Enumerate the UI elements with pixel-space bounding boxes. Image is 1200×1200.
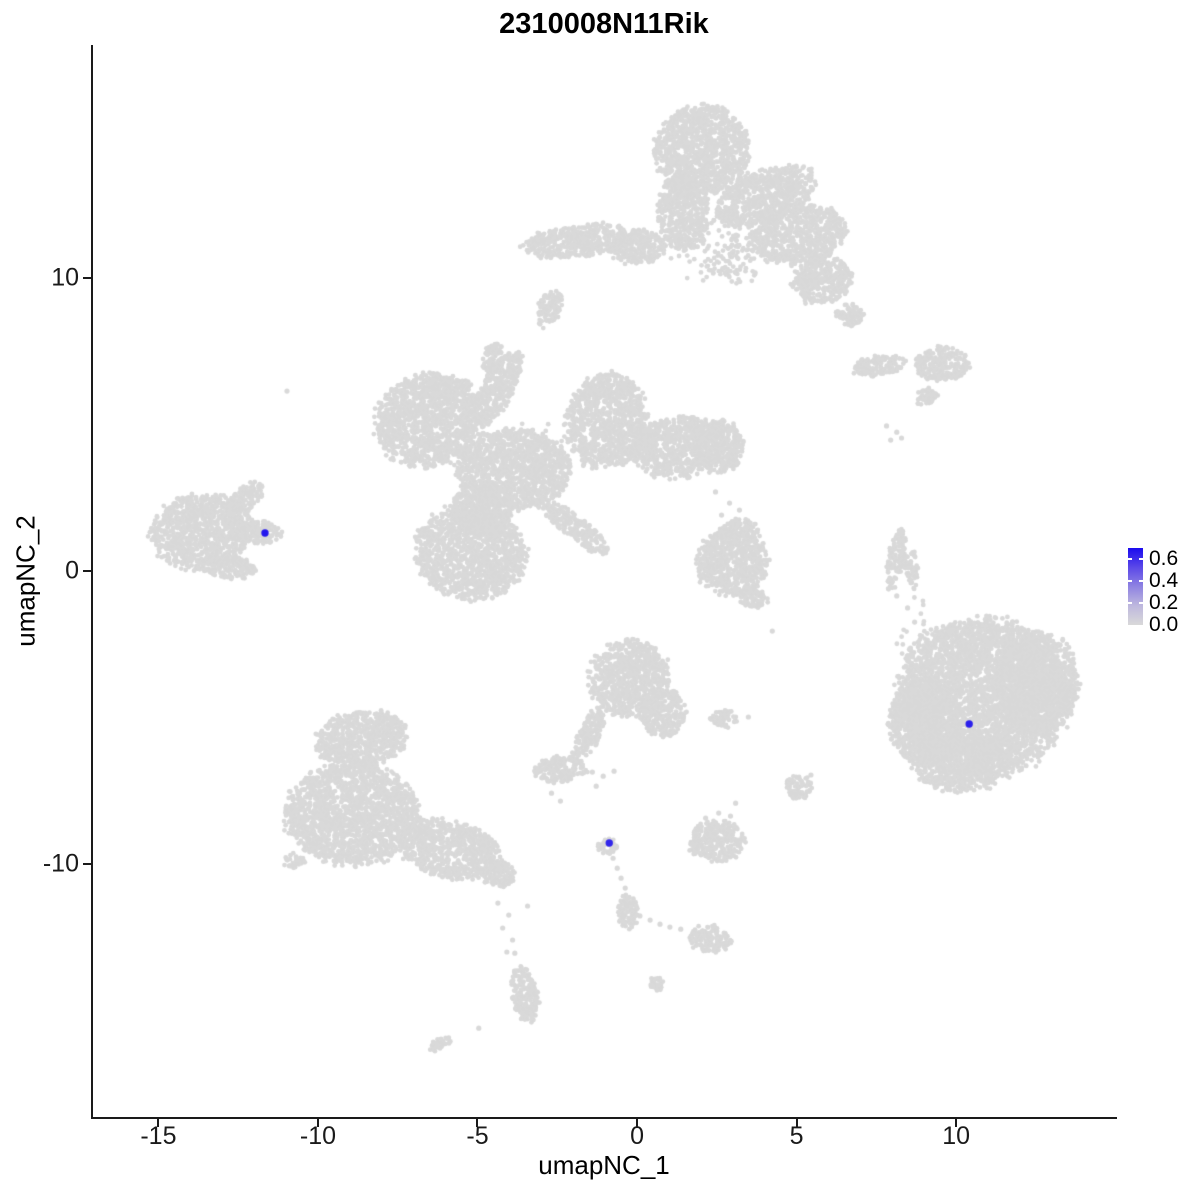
y-tick-mark bbox=[83, 570, 91, 573]
colorbar-gradient bbox=[1128, 548, 1143, 625]
x-tick-mark bbox=[157, 1119, 160, 1127]
y-tick-label: 0 bbox=[65, 556, 79, 585]
x-tick-label: -5 bbox=[466, 1122, 489, 1150]
y-axis-title: umapNC_2 bbox=[10, 515, 41, 647]
colorbar-label: 0.4 bbox=[1149, 569, 1179, 592]
x-tick-label: 10 bbox=[942, 1122, 970, 1150]
x-tick-label: 5 bbox=[789, 1122, 804, 1150]
y-tick-mark bbox=[83, 276, 91, 279]
colorbar-label: 0.0 bbox=[1149, 613, 1179, 636]
y-tick-label: 10 bbox=[51, 263, 79, 292]
colorbar-tick bbox=[1139, 580, 1143, 582]
x-tick-mark bbox=[955, 1119, 958, 1127]
x-axis-line bbox=[91, 1117, 1117, 1119]
colorbar-tick bbox=[1128, 580, 1132, 582]
x-tick-label: -10 bbox=[299, 1122, 337, 1150]
x-tick-label: 0 bbox=[630, 1122, 644, 1150]
x-tick-label: -15 bbox=[140, 1122, 177, 1150]
x-tick-mark bbox=[476, 1119, 479, 1127]
plot-title: 2310008N11Rik bbox=[499, 8, 709, 40]
colorbar-label: 0.6 bbox=[1149, 547, 1179, 570]
y-axis-line bbox=[91, 45, 93, 1119]
y-tick-mark bbox=[83, 863, 91, 866]
x-tick-mark bbox=[636, 1119, 639, 1127]
y-tick-label: -10 bbox=[42, 849, 79, 878]
x-tick-mark bbox=[795, 1119, 798, 1127]
colorbar-tick bbox=[1128, 558, 1132, 560]
expression-colorbar: 0.6 0.4 0.2 0.0 bbox=[1128, 547, 1178, 636]
colorbar-tick bbox=[1139, 558, 1143, 560]
colorbar-tick bbox=[1139, 602, 1143, 604]
colorbar-tick bbox=[1128, 602, 1132, 604]
x-axis-title: umapNC_1 bbox=[538, 1150, 670, 1180]
colorbar-label: 0.2 bbox=[1149, 591, 1179, 614]
x-tick-mark bbox=[316, 1119, 319, 1127]
